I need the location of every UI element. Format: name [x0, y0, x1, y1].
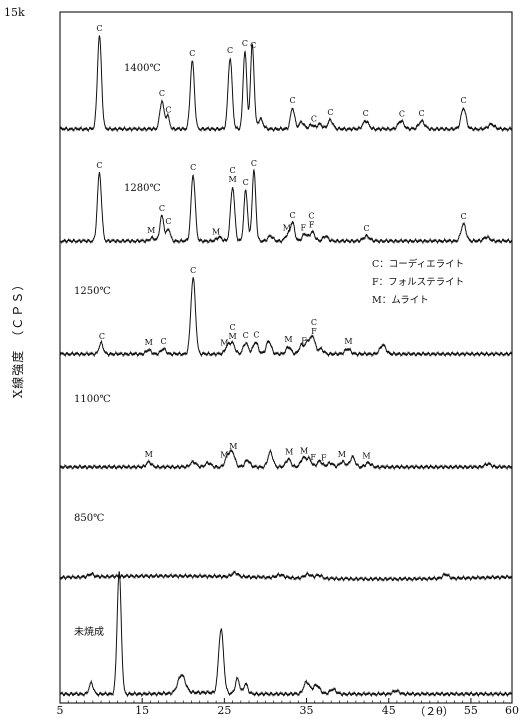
plot-frame	[59, 11, 513, 704]
peak-phase-label: C	[160, 337, 166, 346]
x-tick-label: 25	[217, 704, 231, 717]
peak-phase-label: M	[145, 338, 153, 347]
x-tick-label: 35	[300, 704, 314, 717]
phase-legend: C：コーディエライト F：フォルステライト M：ムライト	[372, 258, 464, 306]
x-axis-ticks: 5 15 25 35 45 55 60	[57, 698, 519, 717]
peak-phase-label: M	[220, 339, 228, 348]
peak-phase-label: C	[165, 217, 171, 226]
peak-phase-label: C	[311, 318, 317, 327]
peak-phase-label: M	[145, 450, 153, 459]
peak-phase-label: C	[460, 212, 466, 221]
curve-name-label: 1400℃	[124, 63, 161, 74]
peak-phase-label: C	[159, 204, 165, 213]
peak-phase-label: C	[253, 331, 259, 340]
peak-phase-label: F	[311, 327, 317, 336]
peak-phase-label: C	[250, 41, 256, 50]
peak-phase-label: F	[309, 220, 315, 229]
peak-phase-label: C	[159, 89, 165, 98]
xrd-series-1100: 1100℃M MMM MF F M M	[59, 394, 513, 471]
x-tick-label: 45	[382, 704, 396, 717]
peak-phase-label: C	[311, 115, 317, 124]
peak-phase-label: C	[460, 96, 466, 105]
peak-phase-label: M	[283, 223, 291, 232]
xrd-curve-line	[59, 168, 513, 245]
peak-phase-label: C	[242, 39, 248, 48]
peak-phase-label: C	[243, 178, 249, 187]
peak-phase-label: C	[399, 109, 405, 118]
xrd-curve-line	[59, 571, 513, 698]
peak-phase-label: M	[229, 442, 237, 451]
peak-phase-label: C	[290, 96, 296, 105]
peak-phase-label: M	[300, 446, 308, 455]
legend-item-mullite: M：ムライト	[372, 295, 429, 306]
peak-phase-label: M	[228, 175, 236, 184]
xrd-series-850: 850℃	[59, 513, 513, 583]
peak-phase-label: M	[220, 450, 228, 459]
peak-phase-label: M	[212, 227, 220, 236]
peak-phase-label: C	[251, 159, 257, 168]
peak-phase-label: C	[99, 332, 105, 341]
peak-phase-label: M	[147, 226, 155, 235]
peak-phase-label: C	[230, 166, 236, 175]
legend-item-forsterite: F：フォルステライト	[372, 277, 464, 288]
peak-phase-label: C	[327, 108, 333, 117]
xrd-curve-line	[59, 35, 513, 133]
curve-name-label: 1280℃	[124, 183, 161, 194]
peak-phase-label: M	[362, 452, 370, 461]
curve-name-label: 850℃	[74, 513, 104, 524]
peak-phase-label: C	[96, 161, 102, 170]
peak-phase-label: C	[189, 49, 195, 58]
curve-name-label: 未焼成	[74, 626, 104, 638]
peak-phase-label: F	[321, 454, 327, 463]
peak-phase-label: M	[344, 337, 352, 346]
xrd-curve-line	[59, 277, 513, 358]
x-tick-label: 5	[57, 704, 64, 717]
peak-phase-label: F	[301, 337, 307, 346]
y-top-label: 15k	[4, 6, 25, 19]
peak-phase-label: F	[310, 453, 316, 462]
peak-phase-label: C	[363, 109, 369, 118]
peak-phase-label: F	[300, 223, 306, 232]
peak-phase-label: C	[165, 105, 171, 114]
xrd-curve-line	[59, 570, 513, 583]
peak-phase-label: C	[243, 331, 249, 340]
peak-phase-label: C	[290, 211, 296, 220]
peak-phase-label: C	[96, 24, 102, 33]
peak-phase-label: M	[228, 332, 236, 341]
peak-phase-label: M	[285, 447, 293, 456]
peak-phase-label: M	[338, 450, 346, 459]
x-axis-label: （２θ）	[414, 705, 454, 718]
peak-phase-label: C	[190, 266, 196, 275]
xrd-curve-line	[59, 448, 513, 471]
y-axis-label: X線強度 （ＣＰＳ）	[10, 278, 25, 399]
peak-phase-label: C	[227, 46, 233, 55]
xrd-series-raw: 未焼成	[59, 571, 513, 698]
curve-name-label: 1250℃	[74, 286, 111, 297]
x-tick-label: 60	[505, 704, 519, 717]
peak-phase-label: C	[308, 211, 314, 220]
peak-phase-label: C	[419, 109, 425, 118]
peak-phase-label: C	[363, 224, 369, 233]
x-tick-label: 15	[135, 704, 149, 717]
peak-phase-label: C	[230, 323, 236, 332]
legend-item-cordierite: C：コーディエライト	[372, 258, 464, 270]
curve-name-label: 1100℃	[74, 394, 111, 405]
peak-phase-label: M	[284, 335, 292, 344]
peak-phase-label: C	[190, 163, 196, 172]
x-tick-label: 55	[464, 704, 478, 717]
